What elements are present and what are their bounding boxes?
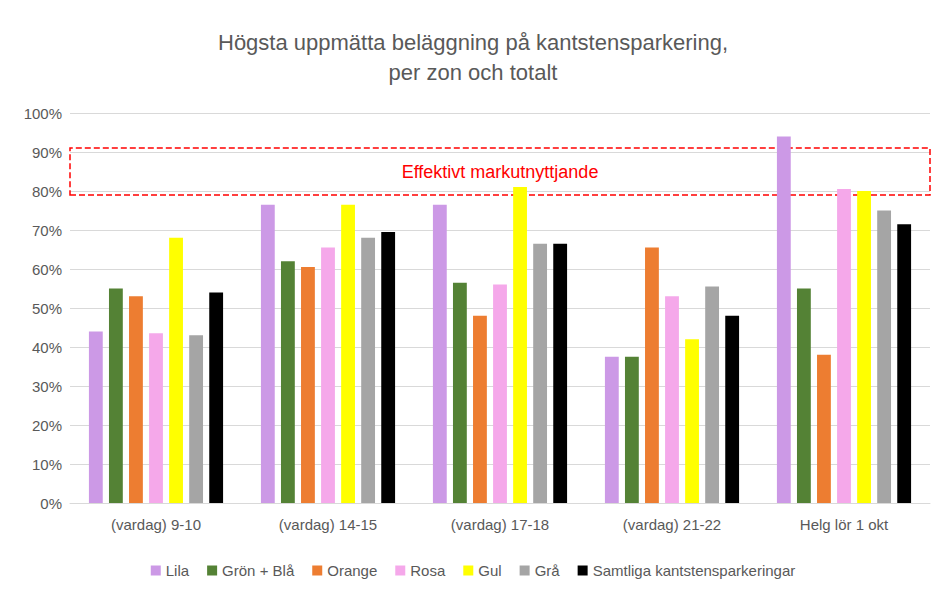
- svg-text:(vardag) 14-15: (vardag) 14-15: [279, 516, 377, 533]
- svg-text:90%: 90%: [32, 144, 62, 161]
- svg-text:Högsta uppmätta beläggning på: Högsta uppmätta beläggning på kantstensp…: [218, 30, 728, 55]
- svg-text:per zon och totalt: per zon och totalt: [389, 60, 558, 85]
- svg-text:100%: 100%: [24, 105, 62, 122]
- svg-text:40%: 40%: [32, 339, 62, 356]
- svg-text:Helg lör 1 okt: Helg lör 1 okt: [800, 516, 889, 533]
- svg-text:(vardag) 9-10: (vardag) 9-10: [111, 516, 201, 533]
- svg-text:Effektivt markutnyttjande: Effektivt markutnyttjande: [402, 162, 599, 182]
- svg-text:Orange: Orange: [327, 562, 377, 579]
- svg-text:Grön + Blå: Grön + Blå: [222, 562, 295, 579]
- svg-text:70%: 70%: [32, 222, 62, 239]
- svg-text:Gul: Gul: [478, 562, 501, 579]
- svg-text:0%: 0%: [40, 495, 62, 512]
- svg-text:Rosa: Rosa: [410, 562, 446, 579]
- svg-text:30%: 30%: [32, 378, 62, 395]
- svg-text:Lila: Lila: [166, 562, 190, 579]
- svg-text:60%: 60%: [32, 261, 62, 278]
- svg-text:10%: 10%: [32, 456, 62, 473]
- svg-text:Samtliga kantstensparkeringar: Samtliga kantstensparkeringar: [593, 562, 796, 579]
- svg-text:(vardag) 17-18: (vardag) 17-18: [451, 516, 549, 533]
- svg-text:20%: 20%: [32, 417, 62, 434]
- svg-text:(vardag) 21-22: (vardag) 21-22: [623, 516, 721, 533]
- svg-text:80%: 80%: [32, 183, 62, 200]
- svg-text:Grå: Grå: [535, 562, 561, 579]
- svg-text:50%: 50%: [32, 300, 62, 317]
